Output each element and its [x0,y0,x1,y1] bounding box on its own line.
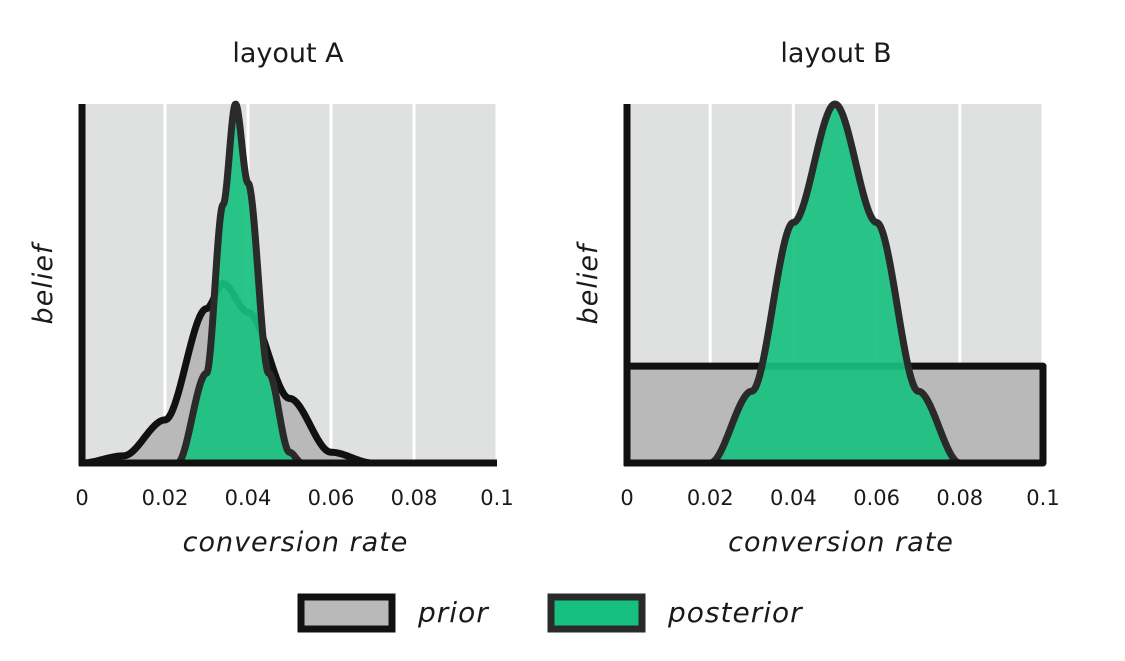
legend-label-posterior: posterior [667,596,803,629]
x-tick-label: 0.08 [936,486,983,510]
legend-swatch-prior [297,593,396,633]
x-tick-label: 0.1 [480,486,513,510]
x-tick-label: 0.02 [687,486,734,510]
x-tick-label: 0 [620,486,633,510]
x-tick-label: 0.08 [391,486,438,510]
series-posterior [706,100,964,467]
panel-title: layout B [780,38,891,69]
panel-layout-b: 0 0.02 0.04 0.06 0.08 0.1 layout B conversion r… [573,38,1060,558]
x-axis-label: conversion rate [728,527,954,558]
x-tick-label: 0.02 [142,486,189,510]
legend: prior posterior [297,593,803,633]
x-tick-label: 0.04 [770,486,817,510]
y-axis-label: belief [28,241,59,324]
panel-layout-a: 0 0.02 0.04 0.06 0.08 0.1 layout A conversion r… [28,38,514,558]
x-tick-label: 0.1 [1026,486,1059,510]
legend-label-prior: prior [417,596,489,629]
panel-title: layout A [232,38,344,69]
x-tick-label: 0.04 [225,486,272,510]
series-posterior [173,100,306,467]
x-tick-label: 0.06 [853,486,900,510]
x-tick-label: 0.06 [308,486,355,510]
x-axis-label: conversion rate [183,527,409,558]
legend-swatch-posterior [547,593,646,633]
x-tick-label: 0 [75,486,88,510]
y-axis-label: belief [573,241,604,324]
